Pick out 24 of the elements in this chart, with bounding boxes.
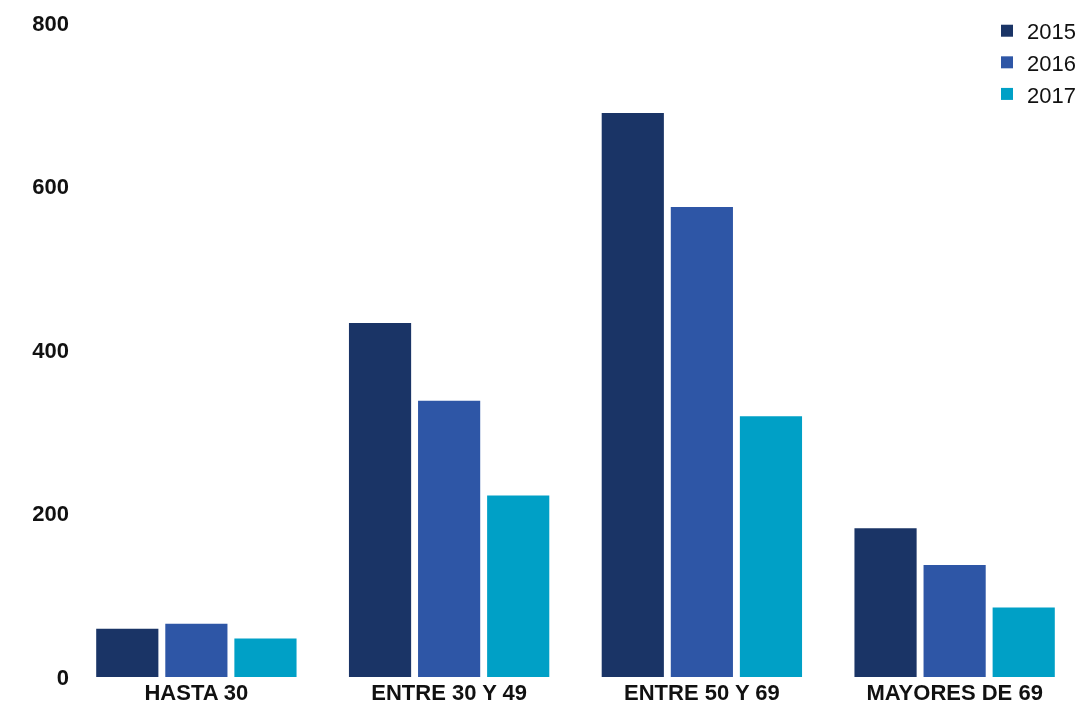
- x-tick-label: HASTA 30: [144, 680, 249, 705]
- bar: [165, 623, 228, 677]
- legend-label: 2017: [1027, 82, 1076, 108]
- y-tick-label: 400: [32, 337, 69, 363]
- legend-label: 2016: [1027, 50, 1076, 76]
- bar: [348, 323, 412, 677]
- bar: [418, 400, 481, 677]
- bar: [739, 416, 803, 677]
- y-tick-label: 800: [32, 10, 69, 36]
- y-tick-label: 200: [32, 501, 69, 527]
- bar: [854, 528, 917, 677]
- bar: [487, 495, 550, 677]
- bar: [923, 565, 986, 677]
- legend-label: 2015: [1027, 19, 1076, 45]
- x-tick-label: ENTRE 50 Y 69: [624, 680, 780, 705]
- bar: [670, 206, 733, 677]
- bar: [234, 638, 297, 677]
- x-tick-label: MAYORES DE 69: [866, 680, 1043, 705]
- y-tick-label: 600: [32, 174, 69, 200]
- y-tick-label: 0: [56, 664, 69, 690]
- bar: [96, 628, 159, 677]
- bar: [992, 607, 1055, 677]
- bar: [601, 112, 664, 677]
- x-tick-label: ENTRE 30 Y 49: [371, 680, 527, 705]
